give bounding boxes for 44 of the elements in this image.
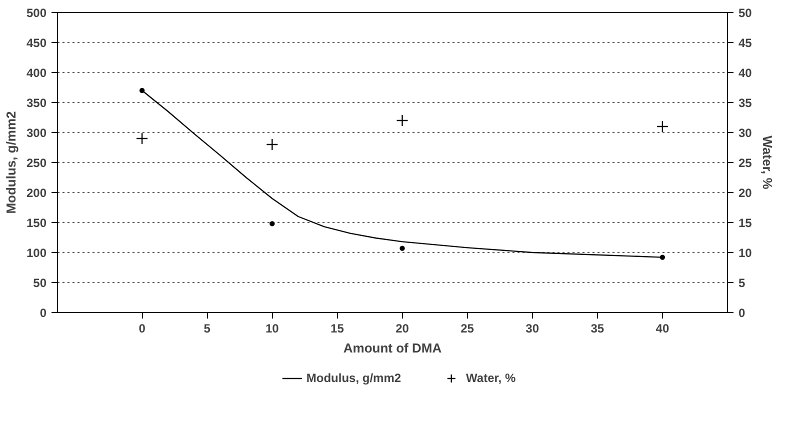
y2-tick-label: 45 [738, 36, 752, 50]
y2-tick-label: 25 [738, 156, 752, 170]
y-tick-label: 450 [26, 36, 47, 50]
y-tick-label: 150 [26, 216, 47, 230]
y-axis-title: Modulus, g/mm2 [3, 111, 18, 214]
x-tick-label: 15 [330, 322, 344, 336]
x-tick-label: 30 [526, 322, 540, 336]
y-tick-label: 500 [26, 6, 47, 20]
point [270, 221, 275, 226]
y-tick-label: 300 [26, 126, 47, 140]
y-tick-label: 0 [40, 306, 47, 320]
y2-tick-label: 20 [738, 186, 752, 200]
point [139, 88, 145, 94]
point [396, 114, 408, 127]
y2-tick-label: 5 [738, 276, 746, 290]
point [400, 246, 405, 251]
y-tick-label: 50 [33, 276, 47, 290]
point [136, 132, 148, 145]
x-tick-label: 5 [204, 322, 211, 336]
legend-label: Water, % [466, 371, 516, 385]
point [660, 254, 666, 260]
y2-tick-label: 30 [738, 126, 752, 140]
x-tick-label: 20 [396, 322, 410, 336]
y2-tick-label: 40 [738, 66, 752, 80]
point [656, 120, 669, 133]
x-tick-label: 40 [656, 322, 670, 336]
y-tick-label: 100 [26, 246, 47, 260]
x-tick-label: 25 [460, 322, 474, 336]
legend-label: Modulus, g/mm2 [306, 371, 402, 385]
y2-tick-label: 10 [738, 246, 752, 260]
x-axis-title: Amount of DMA [343, 340, 442, 356]
y-tick-label: 400 [26, 66, 47, 80]
y2-axis-title: Water, % [760, 136, 775, 190]
x-tick-label: 35 [590, 322, 604, 336]
y2-tick-label: 15 [738, 216, 752, 230]
y2-tick-label: 50 [738, 6, 752, 20]
x-tick-label: 0 [138, 322, 146, 336]
y-tick-label: 250 [26, 156, 47, 170]
x-tick-label: 10 [265, 322, 280, 336]
y2-tick-label: 35 [738, 96, 752, 110]
point [266, 138, 278, 151]
y-tick-label: 200 [26, 186, 47, 200]
y2-tick-label: 0 [738, 306, 746, 320]
y-tick-label: 350 [26, 96, 47, 110]
